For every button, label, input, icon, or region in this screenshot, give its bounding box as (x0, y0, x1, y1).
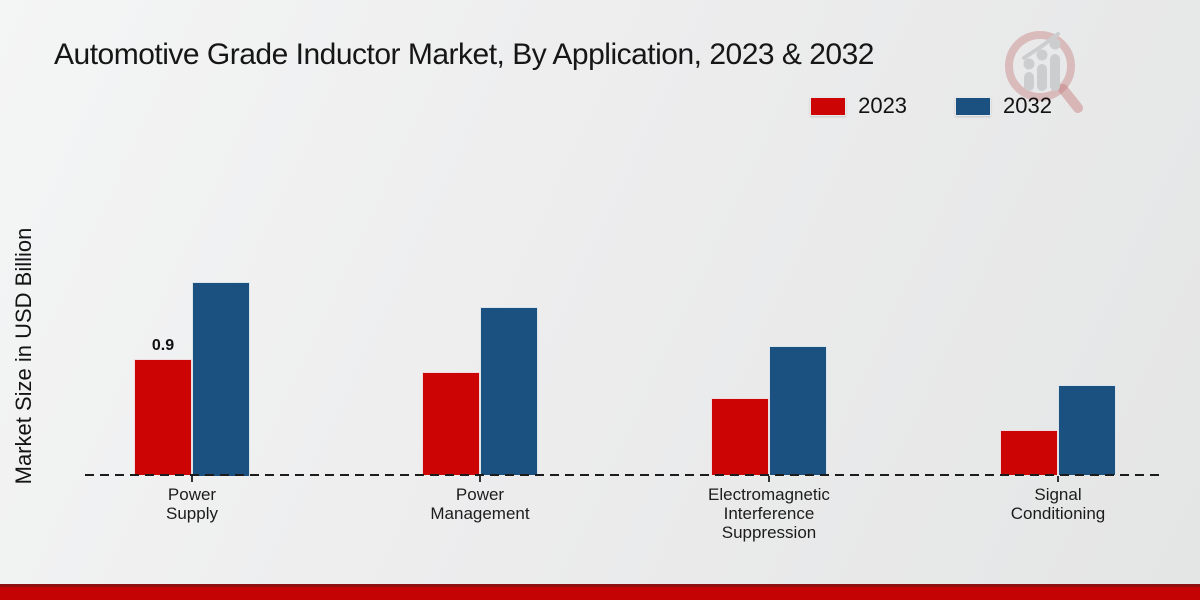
legend-item-2032: 2032 (955, 93, 1052, 119)
legend-label-2023: 2023 (858, 93, 908, 118)
bar-2032-signal-conditioning (1058, 385, 1116, 475)
legend-item-2023: 2023 (810, 93, 907, 119)
chart-title: Automotive Grade Inductor Market, By App… (54, 38, 875, 71)
bar-2032-power-management (480, 307, 538, 475)
magnifier-bar-chart-logo-icon (1005, 31, 1083, 113)
category-label-electromagnetic-interference-suppression: Electromagnetic Interference Suppression (708, 485, 830, 542)
bar-2023-power-management (422, 372, 480, 475)
category-label-power-management: Power Management (430, 485, 530, 523)
category-label-power-supply: Power Supply (166, 485, 218, 523)
x-axis-line (85, 474, 1163, 476)
bar-2023-electromagnetic-interference-suppression (711, 398, 769, 475)
bar-2032-power-supply (192, 282, 250, 476)
category-label-signal-conditioning: Signal Conditioning (1010, 485, 1106, 523)
footer-red-bar (0, 584, 1200, 600)
bar-2032-electromagnetic-interference-suppression (769, 346, 827, 475)
legend-swatch-2032 (955, 96, 992, 116)
x-axis-tick (479, 476, 481, 482)
legend-label-2032: 2032 (1003, 93, 1052, 118)
bar-value-label: 0.9 (151, 337, 175, 354)
x-axis-tick (191, 476, 193, 482)
bar-2023-power-supply (134, 359, 192, 475)
legend: 2023 2032 (810, 93, 1052, 119)
bar-2023-signal-conditioning (1000, 430, 1058, 475)
legend-swatch-2023 (810, 96, 847, 116)
x-axis-tick (768, 476, 770, 482)
y-axis-label: Market Size in USD Billion (11, 227, 36, 485)
x-axis-tick (1057, 476, 1059, 482)
